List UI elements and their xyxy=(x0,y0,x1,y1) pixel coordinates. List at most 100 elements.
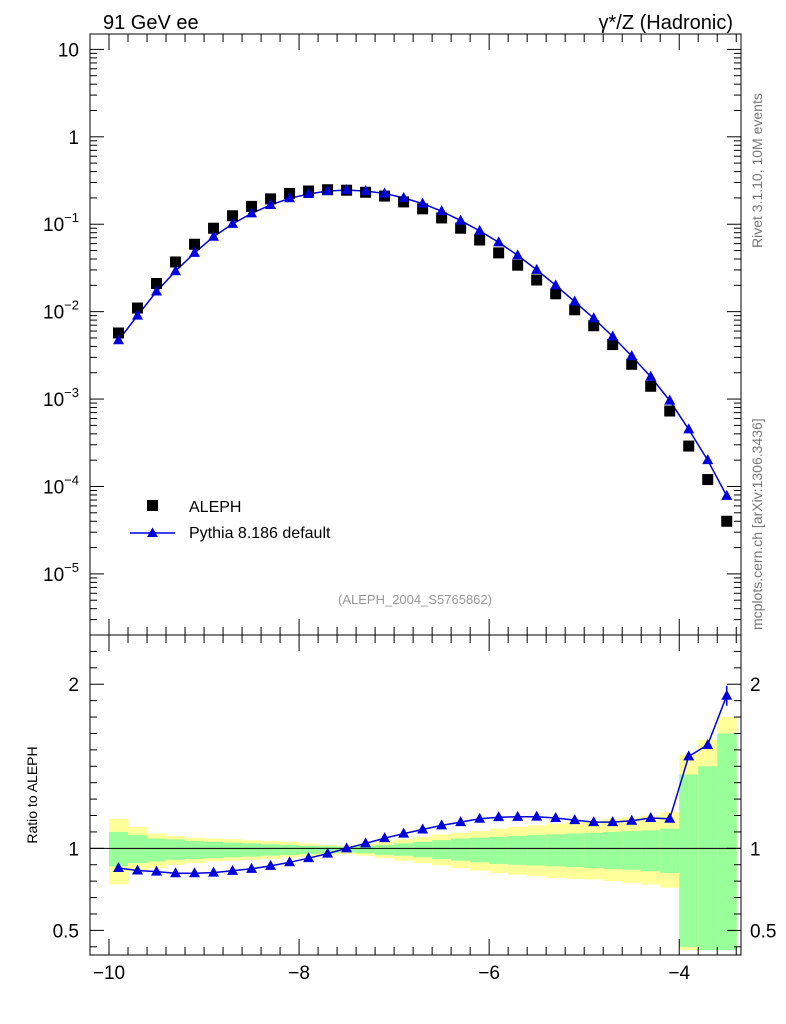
ratio-point xyxy=(379,832,391,843)
band-inner-bin xyxy=(185,840,205,859)
mc-point xyxy=(303,187,315,198)
data-point xyxy=(113,327,125,339)
ratio-axes: 0.5 0.5 1 1 2 2 −10 −8 −6 −4 xyxy=(53,634,776,984)
ratio-point xyxy=(227,864,239,875)
band-inner-bin xyxy=(223,842,243,858)
ratio-point xyxy=(550,811,562,822)
ratio-point xyxy=(341,842,353,853)
data-point xyxy=(132,302,144,314)
ratio-point xyxy=(474,812,486,823)
legend-label-data: ALEPH xyxy=(189,499,241,516)
mc-point xyxy=(702,454,714,465)
ratio-point xyxy=(512,810,524,821)
mc-point xyxy=(113,334,125,345)
ratio-y-tick-label: 1 xyxy=(68,839,79,860)
ratio-point xyxy=(246,862,258,873)
mc-point xyxy=(170,265,182,276)
mc-point xyxy=(208,230,220,241)
band-inner-bin xyxy=(147,838,167,862)
band-inner-bin xyxy=(109,831,129,867)
ratio-point xyxy=(702,738,714,749)
mc-point xyxy=(417,197,429,208)
x-tick-label: −8 xyxy=(288,963,310,984)
band-inner-bin xyxy=(546,834,566,867)
ratio-y-tick-label-right: 1 xyxy=(750,839,761,860)
ratio-point xyxy=(132,864,144,875)
band-inner-bin xyxy=(584,832,604,869)
data-point xyxy=(493,247,505,259)
mc-point xyxy=(379,187,391,198)
legend-marker-data xyxy=(147,500,158,511)
mc-point xyxy=(341,184,353,195)
mc-point xyxy=(284,192,296,203)
mc-point xyxy=(683,423,695,434)
rivet-label: Rivet 3.1.10, 10M events xyxy=(749,93,765,248)
band-inner-bin xyxy=(527,835,547,866)
ratio-point xyxy=(170,867,182,878)
y-tick-label: 10 xyxy=(58,40,79,61)
band-inner-bin xyxy=(280,845,300,855)
ratio-point xyxy=(683,750,695,761)
data-point xyxy=(455,222,467,234)
mc-point xyxy=(531,263,543,274)
data-point xyxy=(436,212,448,224)
ratio-point xyxy=(113,862,125,873)
ratio-point xyxy=(607,816,619,827)
data-point xyxy=(531,274,543,286)
mc-point xyxy=(132,309,144,320)
x-tick-label: −6 xyxy=(478,963,500,984)
band-inner-bin xyxy=(261,844,281,856)
legend-marker-mc xyxy=(147,527,158,537)
band-inner-bin xyxy=(413,841,433,858)
data-point xyxy=(417,203,429,215)
mc-point xyxy=(569,295,581,306)
ratio-uncertainty-bands xyxy=(109,717,737,951)
mc-point xyxy=(626,350,638,361)
x-tick-label: −10 xyxy=(93,963,125,984)
data-point xyxy=(265,193,277,205)
data-point xyxy=(702,474,714,486)
data-point xyxy=(227,210,239,222)
data-point xyxy=(626,358,638,370)
data-point xyxy=(721,515,733,527)
band-inner-bin xyxy=(128,835,148,864)
mc-point xyxy=(246,207,258,218)
data-point xyxy=(189,238,201,250)
y-tick-label: 10−1 xyxy=(43,210,79,236)
mc-point xyxy=(360,184,372,195)
mc-point xyxy=(588,312,600,323)
band-inner-bin xyxy=(394,843,414,856)
band-inner-bin xyxy=(717,733,737,951)
band-inner-bin xyxy=(470,837,490,863)
band-inner-bin xyxy=(698,766,718,951)
band-inner-bin xyxy=(565,833,585,868)
data-point xyxy=(151,277,163,289)
data-point xyxy=(246,200,258,212)
ratio-frame xyxy=(89,634,742,956)
ratio-point xyxy=(303,852,315,863)
data-point xyxy=(664,405,676,417)
mc-point xyxy=(227,217,239,228)
ratio-point xyxy=(322,847,334,858)
band-inner-bin xyxy=(451,838,471,861)
band-inner-bin xyxy=(622,831,642,870)
data-point xyxy=(569,304,581,316)
data-point xyxy=(474,234,486,246)
ratio-y-tick-label-right: 2 xyxy=(750,675,761,696)
band-inner-bin xyxy=(375,845,395,855)
mc-point xyxy=(322,184,334,195)
mc-point xyxy=(512,249,524,260)
data-point xyxy=(512,259,524,271)
mc-point xyxy=(436,205,448,216)
y-tick-label: 10−5 xyxy=(43,560,79,586)
legend: ALEPH Pythia 8.186 default xyxy=(130,499,331,542)
y-tick-label: 10−2 xyxy=(43,298,79,324)
ratio-point xyxy=(208,866,220,877)
ratio-point xyxy=(151,865,163,876)
mc-point xyxy=(455,214,467,225)
mc-point xyxy=(550,279,562,290)
band-inner-bin xyxy=(679,774,699,947)
band-inner-bin xyxy=(641,830,661,872)
ratio-point xyxy=(360,837,372,848)
mc-point xyxy=(189,246,201,257)
